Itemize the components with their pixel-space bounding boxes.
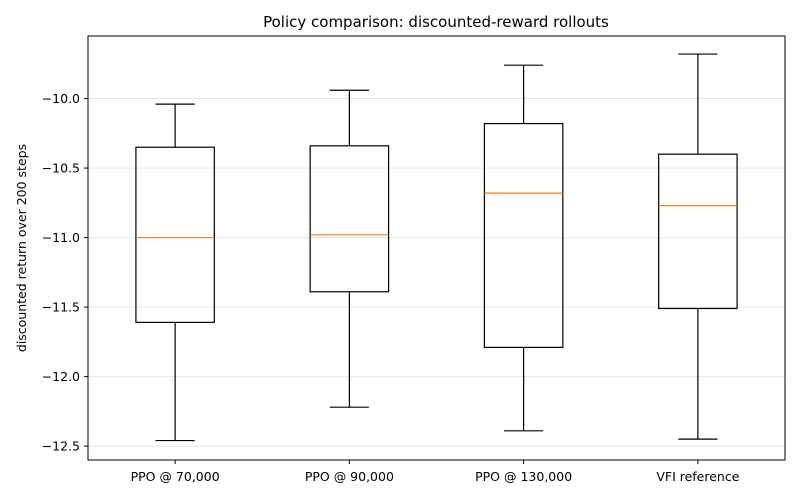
x-tick-label: PPO @ 130,000: [475, 469, 572, 484]
box-4: [658, 53, 738, 440]
y-tick-label: −10.0: [42, 91, 80, 106]
box-1: [135, 103, 215, 442]
y-tick-label: −10.5: [42, 161, 80, 176]
box-2: [309, 89, 390, 408]
iqr-box: [483, 122, 564, 348]
y-axis-label: discounted return over 200 steps: [14, 144, 29, 352]
x-axis: PPO @ 70,000 PPO @ 90,000 PPO @ 130,000 VFI…: [131, 460, 740, 484]
box-layer: [135, 53, 738, 442]
x-tick-label: PPO @ 70,000: [131, 469, 220, 484]
y-tick-label: −11.5: [42, 300, 80, 315]
y-axis: −10.0 −10.5 −11.0 −11.5 −12.0 −12.5: [42, 91, 88, 454]
y-tick-label: −12.5: [42, 439, 80, 454]
iqr-box: [135, 146, 215, 323]
box-3: [483, 64, 564, 432]
x-tick-label: VFI reference: [656, 469, 739, 484]
iqr-box: [658, 153, 738, 310]
y-tick-label: −12.0: [42, 369, 80, 384]
plot-frame: [87, 35, 786, 461]
chart-title: Policy comparison: discounted-reward rol…: [263, 13, 609, 31]
x-tick-label: PPO @ 90,000: [305, 469, 394, 484]
grid-layer: [88, 98, 785, 447]
y-tick-label: −11.0: [42, 230, 80, 245]
iqr-box: [309, 145, 390, 293]
